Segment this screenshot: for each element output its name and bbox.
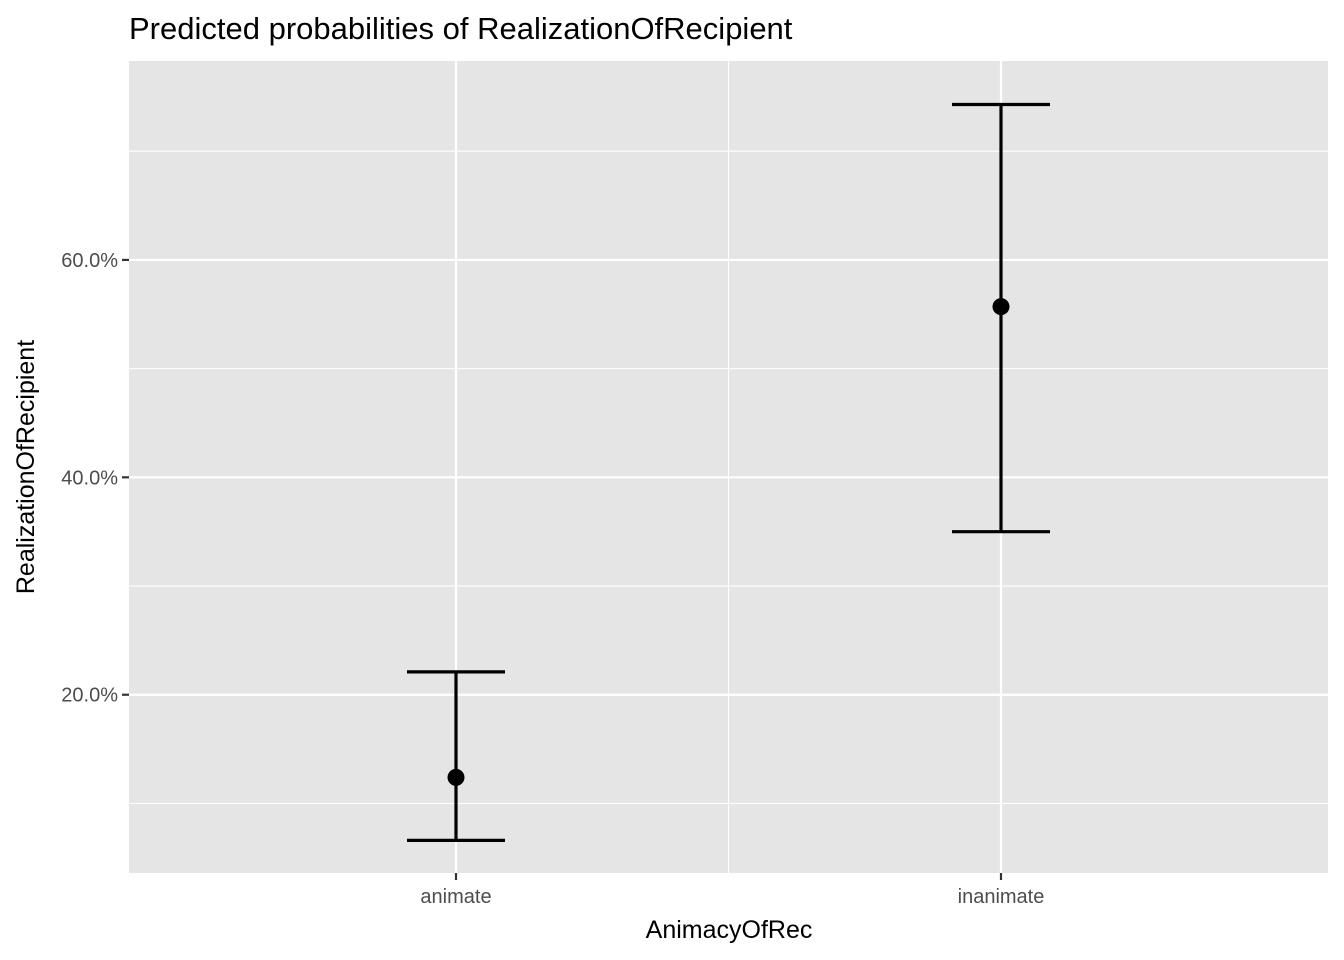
minor-gridlines: [129, 61, 1328, 873]
y-tick-label: 40.0%: [61, 467, 118, 489]
x-tick-label: inanimate: [958, 886, 1045, 908]
y-axis-title: RealizationOfRecipient: [12, 340, 40, 594]
point-animate: [447, 768, 465, 786]
x-axis-title: AnimacyOfRec: [646, 916, 813, 944]
chart-title: Predicted probabilities of RealizationOf…: [129, 11, 793, 46]
y-axis: 20.0% 40.0% 60.0%: [61, 250, 129, 707]
point-inanimate: [992, 298, 1010, 316]
y-tick-label: 60.0%: [61, 250, 118, 272]
data-marks: [407, 102, 1050, 842]
x-axis: animate inanimate: [420, 873, 1044, 908]
y-tick-label: 20.0%: [61, 685, 118, 707]
x-tick-label: animate: [420, 886, 491, 908]
